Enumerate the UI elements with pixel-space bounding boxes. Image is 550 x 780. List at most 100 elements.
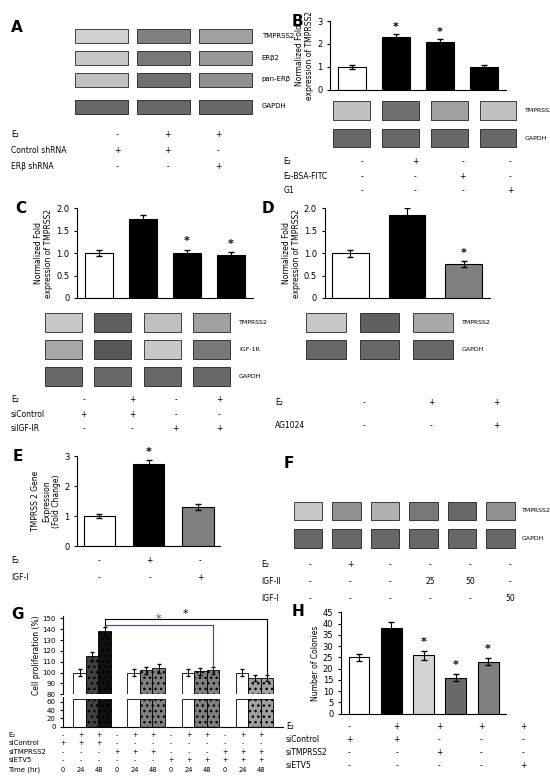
Bar bbox=[261, 700, 273, 727]
Text: 24: 24 bbox=[239, 767, 247, 772]
Text: -: - bbox=[362, 399, 365, 407]
Text: -: - bbox=[169, 749, 172, 755]
Text: -: - bbox=[395, 761, 398, 770]
FancyBboxPatch shape bbox=[45, 340, 82, 359]
Text: 0: 0 bbox=[169, 767, 173, 772]
Bar bbox=[332, 253, 369, 298]
FancyBboxPatch shape bbox=[333, 129, 370, 147]
Y-axis label: Number of Colonies: Number of Colonies bbox=[311, 626, 320, 700]
Text: IGF-1R: IGF-1R bbox=[239, 347, 260, 352]
Text: -: - bbox=[509, 560, 512, 569]
Text: IGF-II: IGF-II bbox=[261, 577, 281, 587]
Text: +: + bbox=[96, 732, 102, 738]
Text: +: + bbox=[172, 424, 179, 433]
Text: *: * bbox=[184, 236, 190, 246]
Text: -: - bbox=[461, 158, 464, 166]
Text: -: - bbox=[62, 732, 64, 738]
Bar bbox=[477, 662, 498, 714]
Text: +: + bbox=[204, 757, 210, 763]
Text: -: - bbox=[509, 577, 512, 587]
Text: AG1024: AG1024 bbox=[275, 421, 305, 430]
Text: E₂: E₂ bbox=[283, 158, 291, 166]
Text: -: - bbox=[480, 736, 483, 744]
FancyBboxPatch shape bbox=[448, 529, 476, 548]
Text: -: - bbox=[206, 740, 208, 746]
Bar bbox=[152, 668, 165, 780]
Text: -: - bbox=[348, 748, 351, 757]
Bar bbox=[140, 670, 152, 780]
Text: 0: 0 bbox=[60, 767, 65, 772]
Text: +: + bbox=[129, 410, 135, 419]
Text: +: + bbox=[78, 732, 84, 738]
Text: *: * bbox=[461, 247, 466, 257]
Text: -: - bbox=[361, 172, 364, 181]
Bar bbox=[152, 700, 165, 727]
Text: GAPDH: GAPDH bbox=[525, 136, 547, 140]
Bar bbox=[207, 700, 219, 727]
Text: -: - bbox=[116, 757, 118, 763]
Text: +: + bbox=[460, 172, 466, 181]
Text: +: + bbox=[394, 736, 400, 744]
Text: +: + bbox=[520, 722, 527, 732]
Text: -: - bbox=[116, 740, 118, 746]
Text: +: + bbox=[60, 740, 65, 746]
FancyBboxPatch shape bbox=[332, 529, 361, 548]
Text: 24: 24 bbox=[76, 767, 85, 772]
Text: +: + bbox=[240, 757, 246, 763]
Text: siControl: siControl bbox=[11, 410, 45, 419]
Text: -: - bbox=[169, 732, 172, 738]
Text: IGF-I: IGF-I bbox=[11, 573, 29, 583]
Bar bbox=[85, 253, 113, 298]
Text: +: + bbox=[240, 749, 246, 755]
FancyBboxPatch shape bbox=[371, 529, 399, 548]
Bar bbox=[73, 672, 86, 780]
Text: E₂-BSA-FITC: E₂-BSA-FITC bbox=[283, 172, 327, 181]
Bar bbox=[182, 672, 194, 780]
Y-axis label: Normalized Fold
expression of TMPRSS2: Normalized Fold expression of TMPRSS2 bbox=[295, 11, 314, 100]
FancyBboxPatch shape bbox=[431, 101, 467, 120]
Text: -: - bbox=[480, 748, 483, 757]
Text: pan-ERβ: pan-ERβ bbox=[262, 76, 291, 83]
FancyBboxPatch shape bbox=[75, 100, 128, 114]
Text: -: - bbox=[152, 757, 154, 763]
Text: +: + bbox=[197, 573, 204, 583]
Text: *: * bbox=[393, 22, 399, 31]
Text: -: - bbox=[349, 594, 351, 604]
FancyBboxPatch shape bbox=[409, 502, 438, 520]
FancyBboxPatch shape bbox=[144, 340, 181, 359]
Text: +: + bbox=[493, 421, 499, 430]
FancyBboxPatch shape bbox=[193, 367, 230, 386]
Text: F: F bbox=[283, 456, 294, 471]
Text: 25: 25 bbox=[425, 577, 435, 587]
Text: E₂: E₂ bbox=[286, 722, 294, 732]
Text: B: B bbox=[292, 14, 303, 29]
Text: -: - bbox=[134, 757, 136, 763]
Bar bbox=[382, 37, 410, 90]
Text: *: * bbox=[183, 609, 189, 619]
Text: -: - bbox=[174, 395, 177, 404]
Bar bbox=[207, 670, 219, 780]
Text: -: - bbox=[199, 555, 202, 565]
FancyBboxPatch shape bbox=[371, 502, 399, 520]
Text: -: - bbox=[188, 749, 190, 755]
Text: G1: G1 bbox=[283, 186, 294, 195]
Text: +: + bbox=[215, 130, 222, 140]
Text: -: - bbox=[82, 424, 85, 433]
Text: +: + bbox=[346, 560, 353, 569]
Text: +: + bbox=[412, 158, 419, 166]
Text: -: - bbox=[218, 410, 221, 419]
FancyBboxPatch shape bbox=[94, 340, 131, 359]
Text: siControl: siControl bbox=[8, 740, 39, 746]
FancyBboxPatch shape bbox=[137, 51, 190, 65]
Text: -: - bbox=[509, 158, 512, 166]
Text: +: + bbox=[215, 162, 222, 171]
FancyBboxPatch shape bbox=[333, 101, 370, 120]
Text: +: + bbox=[478, 722, 485, 732]
Text: -: - bbox=[428, 594, 431, 604]
Text: ERβ2: ERβ2 bbox=[262, 55, 279, 61]
Text: -: - bbox=[309, 560, 311, 569]
Text: -: - bbox=[82, 395, 85, 404]
Text: siControl: siControl bbox=[286, 736, 320, 744]
Text: +: + bbox=[146, 555, 153, 565]
Text: Control shRNA: Control shRNA bbox=[11, 146, 67, 154]
